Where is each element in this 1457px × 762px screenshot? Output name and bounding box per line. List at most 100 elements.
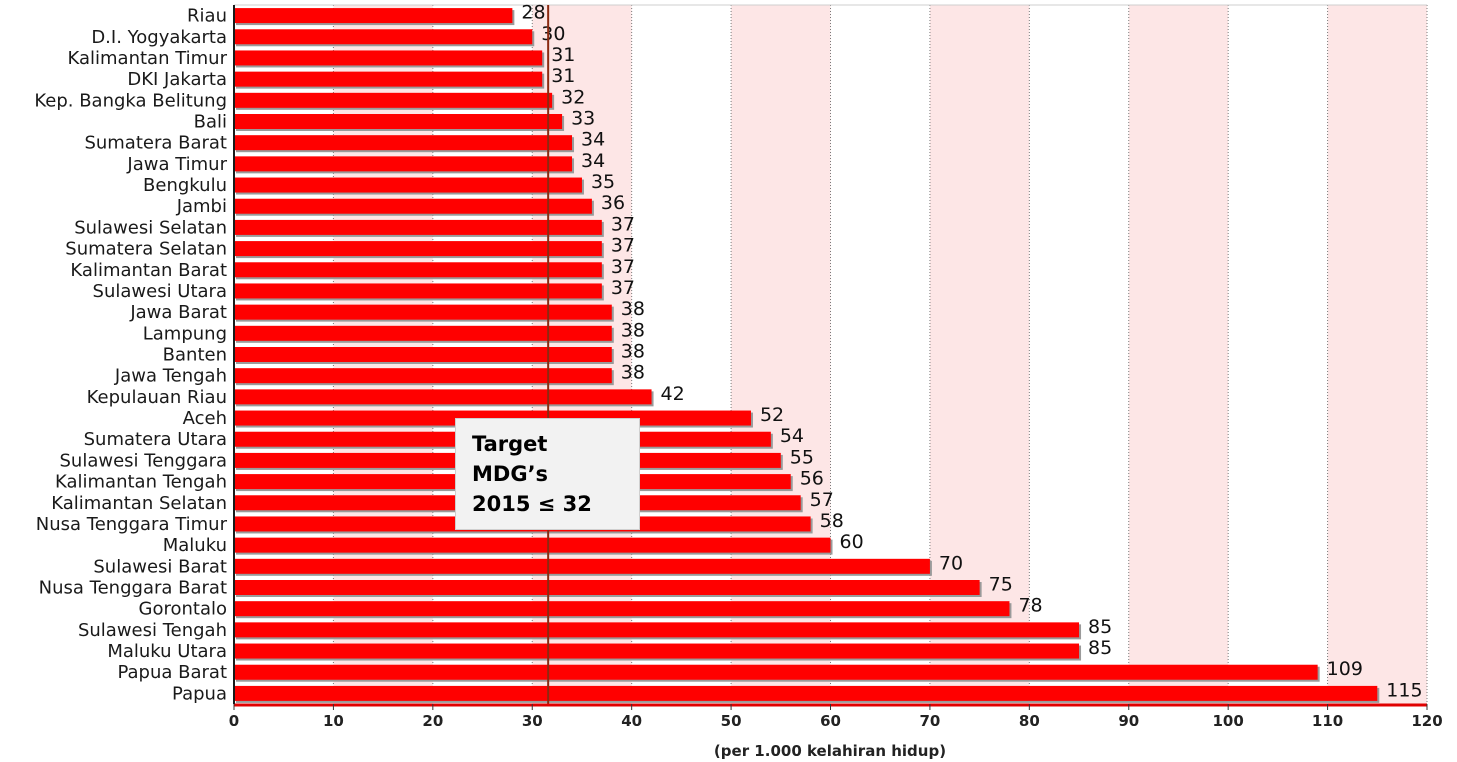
bar [234, 304, 612, 320]
value-label: 85 [1088, 616, 1112, 638]
bar [234, 325, 612, 341]
category-label: Jawa Timur [126, 154, 227, 175]
value-label: 38 [621, 298, 645, 320]
value-label: 60 [840, 531, 864, 553]
bar [234, 198, 592, 214]
bar [234, 135, 573, 151]
category-label: Jambi [176, 196, 227, 217]
value-label: 78 [1018, 595, 1042, 617]
x-tick-label: 40 [621, 712, 642, 730]
value-label: 37 [611, 256, 635, 278]
bar [234, 71, 543, 87]
bar [234, 92, 553, 108]
bar [234, 177, 582, 193]
x-tick-label: 10 [323, 712, 344, 730]
value-label: 34 [581, 129, 605, 151]
bar [234, 664, 1318, 680]
category-label: Sulawesi Barat [93, 556, 227, 577]
category-label: Bali [194, 112, 227, 133]
category-label: Sulawesi Tengah [78, 620, 227, 641]
target-annotation: Target MDG’s 2015 ≤ 32 [455, 418, 640, 530]
category-label: Kep. Bangka Belitung [34, 90, 227, 111]
category-label: Kepulauan Riau [87, 387, 227, 408]
bar [234, 114, 563, 129]
x-tick-label: 70 [919, 712, 940, 730]
value-label: 36 [601, 192, 625, 214]
value-label: 28 [521, 2, 545, 24]
x-tick-label: 120 [1411, 712, 1442, 730]
bar [234, 262, 602, 278]
bar [234, 156, 573, 172]
category-label: Lampung [143, 323, 227, 344]
category-label: Sumatera Utara [84, 429, 227, 450]
x-tick-label: 80 [1019, 712, 1040, 730]
category-label: Jawa Barat [129, 302, 227, 323]
category-label: Aceh [183, 408, 227, 429]
value-label: 42 [661, 383, 685, 405]
category-label: Papua [172, 683, 227, 704]
value-label: 115 [1386, 679, 1422, 701]
category-label: DKI Jakarta [127, 69, 227, 90]
value-label: 38 [621, 362, 645, 384]
value-label: 55 [790, 446, 814, 468]
category-label: Nusa Tenggara Timur [36, 514, 228, 535]
x-axis: 0 10 20 30 40 50 60 70 80 90 100 110 120 [229, 5, 1443, 730]
category-label: Bengkulu [143, 175, 227, 196]
bar [234, 368, 612, 384]
bar [234, 29, 533, 45]
target-label-line-2: MDG’s [472, 462, 549, 486]
category-label: Gorontalo [139, 599, 228, 620]
category-label: Sumatera Barat [84, 133, 227, 154]
target-label-line-1: Target [472, 432, 548, 456]
bar [234, 219, 602, 235]
bar [234, 8, 513, 24]
bar [234, 283, 602, 299]
value-label: 35 [591, 171, 615, 193]
category-label: Kalimantan Selatan [51, 493, 227, 514]
x-tick-label: 0 [229, 712, 239, 730]
bar [234, 601, 1010, 617]
background-band [1327, 5, 1427, 704]
x-axis-title: (per 1.000 kelahiran hidup) [714, 742, 946, 760]
bar [234, 558, 930, 574]
x-tick-label: 30 [522, 712, 543, 730]
value-label: 58 [820, 510, 844, 532]
value-label: 30 [541, 23, 565, 45]
background-bands [333, 5, 1427, 704]
bar [234, 50, 543, 66]
category-label: Sulawesi Selatan [74, 217, 227, 238]
value-label: 31 [551, 65, 575, 87]
category-label: Riau [187, 6, 227, 27]
x-tick-label: 100 [1213, 712, 1244, 730]
value-label: 75 [989, 574, 1013, 596]
category-label: Papua Barat [117, 662, 227, 683]
background-band [929, 5, 1030, 704]
category-label: Maluku [163, 535, 227, 556]
value-label: 85 [1088, 637, 1112, 659]
bar [234, 537, 831, 553]
target-label-line-3: 2015 ≤ 32 [472, 492, 592, 516]
value-label: 37 [611, 235, 635, 257]
value-label: 32 [561, 86, 585, 108]
bar [234, 347, 612, 362]
x-tick-label: 110 [1312, 712, 1343, 730]
value-label: 37 [611, 213, 635, 235]
category-label: Kalimantan Timur [68, 48, 228, 69]
bar [234, 389, 652, 405]
background-band [1128, 5, 1229, 704]
bar [234, 685, 1378, 701]
value-label: 54 [780, 425, 804, 447]
category-label: Kalimantan Tengah [55, 472, 227, 493]
category-label: Sulawesi Tenggara [60, 450, 228, 471]
category-label: Sulawesi Utara [93, 281, 227, 302]
x-tick-label: 90 [1118, 712, 1139, 730]
value-label: 56 [800, 468, 824, 490]
category-label: D.I. Yogyakarta [91, 27, 227, 48]
value-label: 52 [760, 404, 784, 426]
bar [234, 580, 980, 595]
category-label: Banten [163, 345, 227, 366]
value-label: 33 [571, 108, 595, 130]
x-tick-label: 20 [422, 712, 443, 730]
value-label: 38 [621, 319, 645, 341]
